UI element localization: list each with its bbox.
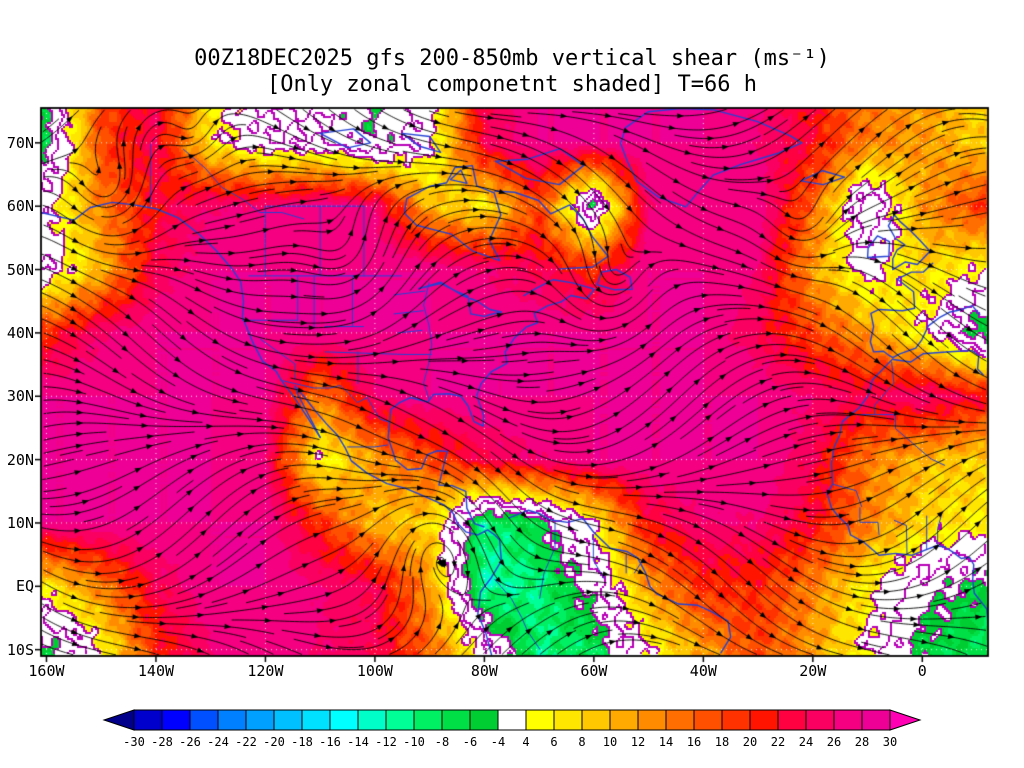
colorbar-tick-label: -6 [463,735,477,749]
colorbar-segment [217,709,247,731]
y-axis-tick-label: 60N [6,197,34,216]
colorbar-segment [497,709,527,731]
colorbar-segment [805,709,835,731]
colorbar-arrow [889,709,922,731]
colorbar-segment [525,709,555,731]
colorbar-segment [301,709,331,731]
y-axis-tick-label: 70N [6,133,34,152]
colorbar-segment [329,709,359,731]
colorbar-segment [161,709,191,731]
x-axis-tick-label: 80W [470,662,498,680]
colorbar-segment [749,709,779,731]
colorbar-segment [413,709,443,731]
colorbar-segment [637,709,667,731]
colorbar-tick-label: 26 [827,735,841,749]
x-axis-tick-label: 100W [356,662,393,680]
colorbar-segment [245,709,275,731]
colorbar-tick-label: 12 [631,735,645,749]
colorbar-segment [861,709,891,731]
colorbar-tick-label: -4 [491,735,505,749]
x-axis-tick-label: 140W [137,662,175,680]
shear-map-plot [35,104,995,664]
colorbar-arrow [102,709,135,731]
colorbar: -30 -28 -26 -24 -22 -20 -18 -16 -14 -12 -10 -8 -6 -4 4… [92,702,932,754]
colorbar-segment [553,709,583,731]
colorbar-tick-label: 14 [659,735,673,749]
chart-subtitle: [Only zonal componetnt shaded] T=66 h [266,72,758,97]
y-axis-tick-label: 10S [6,640,34,659]
colorbar-segment [133,709,163,731]
colorbar-tick-label: -26 [179,735,201,749]
colorbar-segment [833,709,863,731]
colorbar-tick-label: 20 [743,735,757,749]
colorbar-tick-label: 22 [771,735,785,749]
colorbar-tick-label: -28 [151,735,173,749]
colorbar-tick-label: -22 [235,735,257,749]
y-axis-tick-label: 20N [6,450,34,469]
colorbar-svg: -30 -28 -26 -24 -22 -20 -18 -16 -14 -12 -10 -8 -6 -4 4… [102,709,922,749]
colorbar-tick-label: 6 [550,735,557,749]
y-axis-tick-label: EQ [15,577,34,596]
colorbar-tick-label: 18 [715,735,729,749]
x-axis-tick-label: 160W [28,662,65,680]
x-axis-tick-label: 120W [247,662,284,680]
colorbar-segment [777,709,807,731]
colorbar-segment [273,709,303,731]
y-axis-tick-label: 30N [6,387,34,406]
colorbar-tick-label: -16 [319,735,341,749]
y-axis-tick-label: 10N [6,513,34,532]
colorbar-tick-label: -12 [375,735,397,749]
colorbar-segment [665,709,695,731]
colorbar-tick-label: 24 [799,735,813,749]
colorbar-segment [189,709,219,731]
colorbar-segment [609,709,639,731]
y-axis-tick-label: 50N [6,260,34,279]
colorbar-tick-label: 4 [522,735,529,749]
colorbar-tick-label: 10 [603,735,617,749]
colorbar-tick-label: -8 [435,735,449,749]
colorbar-tick-label: -20 [263,735,285,749]
colorbar-segment [469,709,499,731]
colorbar-tick-label: -10 [403,735,425,749]
colorbar-tick-label: 8 [578,735,585,749]
x-axis-tick-label: 0 [917,662,927,680]
chart-title: 00Z18DEC2025 gfs 200-850mb vertical shea… [194,46,830,71]
colorbar-segment [721,709,751,731]
colorbar-tick-label: 30 [883,735,897,749]
colorbar-tick-label: -14 [347,735,369,749]
y-axis-tick-label: 40N [6,323,34,342]
colorbar-tick-label: -24 [207,735,229,749]
colorbar-segment [581,709,611,731]
x-axis-tick-label: 40W [689,662,717,680]
colorbar-segment [385,709,415,731]
colorbar-segment [357,709,387,731]
colorbar-segment [441,709,471,731]
x-axis-tick-label: 20W [799,662,827,680]
colorbar-tick-label: -18 [291,735,313,749]
colorbar-tick-label: 28 [855,735,869,749]
colorbar-tick-label: 16 [687,735,701,749]
colorbar-tick-label: -30 [123,735,145,749]
x-axis-tick-label: 60W [580,662,608,680]
colorbar-segment [693,709,723,731]
